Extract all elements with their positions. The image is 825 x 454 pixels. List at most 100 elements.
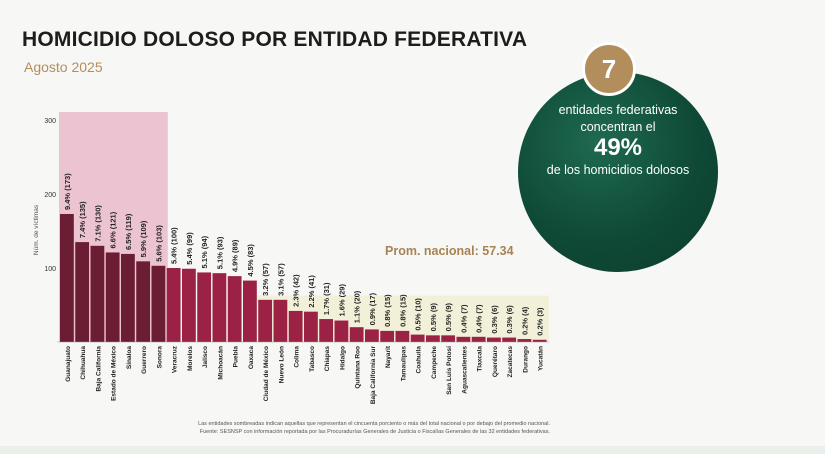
category-label: Ciudad de México (263, 346, 270, 401)
data-label: 5.1% (94) (200, 235, 209, 268)
bar (60, 213, 74, 342)
y-tick-label: 300 (44, 118, 56, 125)
bar (502, 337, 517, 342)
bar (121, 253, 135, 342)
category-label: Durango (522, 346, 529, 373)
data-label: 6.5% (119) (124, 213, 133, 250)
bar (273, 299, 288, 342)
data-label: 7.4% (135) (78, 201, 87, 238)
count-badge: 7 (582, 42, 636, 96)
callout-percent: 49% (593, 134, 643, 161)
data-label: 9.4% (173) (63, 173, 72, 210)
data-label: 5.4% (100) (170, 227, 179, 264)
bar (334, 320, 349, 342)
bar (75, 242, 90, 342)
category-label: Campeche (431, 346, 438, 379)
bar (426, 335, 440, 342)
data-label: 0.5% (10) (414, 298, 423, 331)
bar (105, 252, 120, 342)
category-label: Sinaloa (126, 346, 133, 370)
chart-title: HOMICIDIO DOLOSO POR ENTIDAD FEDERATIVA (22, 28, 528, 51)
footer-note: Las entidades sombreadas indican aquella… (198, 421, 550, 427)
bar (197, 272, 212, 342)
data-label: 0.2% (4) (520, 306, 529, 335)
category-label: Chihuahua (80, 346, 87, 380)
data-label: 4.9% (89) (231, 239, 240, 272)
category-label: Puebla (233, 346, 240, 368)
category-label: Morelos (187, 346, 194, 371)
category-label: Baja California Sur (370, 346, 377, 405)
bar (365, 329, 379, 342)
bar (456, 336, 471, 342)
average-label: Prom. nacional: 57.34 (385, 244, 514, 258)
data-label: 0.4% (7) (475, 304, 484, 333)
data-label: 1.1% (20) (353, 290, 362, 323)
bar (517, 339, 532, 342)
bar (532, 339, 547, 342)
bar (319, 319, 334, 342)
callout-text-top: entidades federativas concentran el (518, 102, 718, 136)
bar (410, 334, 425, 342)
data-label: 3.1% (57) (276, 263, 285, 296)
bar (90, 245, 105, 342)
category-label: Nayarit (385, 345, 392, 368)
data-label: 4.5% (83) (246, 244, 255, 277)
category-label: Quintana Roo (355, 346, 362, 389)
footer-source: Fuente: SESNSP con información reportada… (199, 429, 550, 435)
data-label: 1.6% (29) (337, 284, 346, 317)
category-label: Coahuila (416, 346, 423, 374)
bar (288, 310, 303, 342)
data-label: 0.3% (6) (490, 305, 499, 334)
data-label: 0.8% (15) (383, 294, 392, 327)
data-label: 1.7% (31) (322, 282, 331, 315)
bar (258, 299, 273, 342)
category-label: Tabasco (309, 346, 316, 372)
category-label: Hidalgo (339, 346, 346, 370)
bottom-strip (0, 446, 825, 454)
category-label: Zacatecas (507, 346, 514, 378)
bar (349, 327, 364, 342)
category-label: Tamaulipas (400, 346, 407, 382)
bar (182, 268, 196, 342)
chart-subtitle: Agosto 2025 (24, 59, 103, 75)
category-label: Veracruz (172, 345, 179, 373)
data-label: 2.2% (41) (307, 275, 316, 308)
summary-circle (518, 72, 718, 272)
category-label: Chiapas (324, 346, 331, 372)
data-label: 0.5% (9) (444, 302, 453, 331)
callout-line-3: de los homicidios dolosos (546, 163, 690, 177)
category-label: San Luis Potosí (446, 346, 453, 395)
data-label: 5.6% (103) (154, 225, 163, 262)
bar (304, 311, 318, 342)
category-label: Estado de México (111, 346, 118, 401)
data-label: 5.9% (109) (139, 220, 148, 257)
y-tick-label: 100 (44, 266, 56, 273)
bar (227, 276, 242, 342)
category-label: Jalisco (202, 346, 209, 368)
bar (487, 337, 501, 342)
data-label: 6.6% (121) (109, 211, 118, 248)
callout-line-1: entidades federativas (558, 103, 678, 117)
data-label: 0.4% (7) (459, 304, 468, 333)
category-label: Aguascalientes (461, 346, 468, 394)
category-label: Michoacán (217, 346, 224, 380)
category-label: Tlaxcala (477, 346, 484, 372)
category-label: Sonora (156, 346, 163, 369)
data-label: 2.3% (42) (292, 274, 301, 307)
category-label: Guerrero (141, 346, 148, 374)
data-label: 0.8% (15) (398, 294, 407, 327)
bar (471, 336, 486, 342)
y-tick-label: 200 (44, 192, 56, 199)
bar (395, 330, 410, 342)
data-label: 0.3% (6) (505, 305, 514, 334)
bar (441, 335, 456, 342)
bar (380, 330, 395, 342)
bar (151, 265, 166, 342)
category-label: Colima (294, 346, 301, 368)
data-label: 5.4% (99) (185, 232, 194, 265)
category-label: Yucatán (538, 346, 545, 371)
bar (212, 273, 227, 342)
category-label: Oaxaca (248, 346, 255, 370)
y-axis-label: Núm. de víctimas (33, 204, 40, 255)
